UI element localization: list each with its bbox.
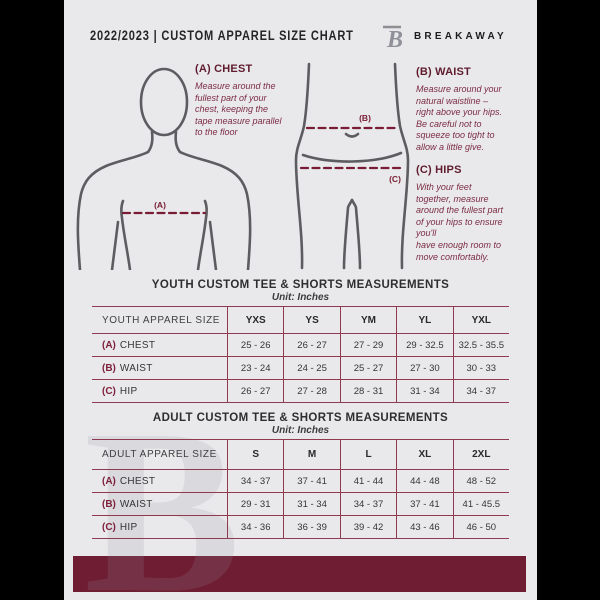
column-header: YXL xyxy=(452,307,509,333)
table-cell: 31 - 34 xyxy=(396,380,452,402)
column-header: L xyxy=(339,440,396,469)
chest-measure-figure: (A) xyxy=(76,67,252,270)
table-cell: 48 - 52 xyxy=(452,470,509,492)
table-cell: 34 - 37 xyxy=(227,470,283,492)
table-cell: 27 - 29 xyxy=(339,334,396,356)
adult-table-header-row: ADULT APPAREL SIZE S M L XL 2XL xyxy=(92,439,509,469)
table-cell: 46 - 50 xyxy=(452,516,509,538)
row-label: (A) CHEST xyxy=(102,339,156,351)
waist-instruction: (B) WAIST Measure around your natural wa… xyxy=(416,66,537,154)
table-cell: 23 - 24 xyxy=(227,357,283,379)
table-cell: 37 - 41 xyxy=(283,470,339,492)
svg-text:B: B xyxy=(386,27,403,52)
table-cell: 25 - 27 xyxy=(339,357,396,379)
table-cell: 34 - 36 xyxy=(227,516,283,538)
row-label: (B) WAIST xyxy=(102,498,153,510)
table-cell: 41 - 44 xyxy=(339,470,396,492)
youth-table-unit: Unit: Inches xyxy=(271,292,330,303)
adult-table-unit: Unit: Inches xyxy=(271,425,330,436)
column-header: YS xyxy=(283,307,339,333)
hip-line-label: (C) xyxy=(389,174,401,184)
table-row-waist: (B) WAIST 29 - 31 31 - 34 34 - 37 37 - 41… xyxy=(92,492,509,515)
youth-size-table: YOUTH APPAREL SIZE YXS YS YM YL YXL (A) C… xyxy=(92,306,509,403)
column-header: YM xyxy=(339,307,396,333)
table-cell: 24 - 25 xyxy=(283,357,339,379)
chest-instruction-heading: (A) CHEST xyxy=(195,63,253,75)
column-header: YOUTH APPAREL SIZE xyxy=(102,314,221,326)
breakaway-logo-icon: B xyxy=(383,25,403,52)
row-label: (C) HIP xyxy=(102,385,138,397)
table-cell: 44 - 48 xyxy=(396,470,452,492)
column-header: XL xyxy=(396,440,452,469)
page-title: 2022/2023 | CUSTOM APPAREL SIZE CHART xyxy=(90,28,354,43)
adult-table-title: ADULT CUSTOM TEE & SHORTS MEASUREMENTS xyxy=(152,412,449,424)
waist-line-label: (B) xyxy=(359,113,371,123)
adult-size-table: ADULT APPAREL SIZE S M L XL 2XL (A) CHEST… xyxy=(92,439,509,539)
table-cell: 34 - 37 xyxy=(452,380,509,402)
hips-instruction-heading: (C) HIPS xyxy=(416,164,462,176)
size-chart-page: 2022/2023 | CUSTOM APPAREL SIZE CHART B … xyxy=(64,0,537,600)
table-row-waist: (B) WAIST 23 - 24 24 - 25 25 - 27 27 - 30… xyxy=(92,356,509,379)
table-cell: 25 - 26 xyxy=(227,334,283,356)
table-cell: 32.5 - 35.5 xyxy=(452,334,509,356)
hips-instruction-text: With your feet together, measure around … xyxy=(416,182,504,262)
table-cell: 34 - 37 xyxy=(339,493,396,515)
table-cell: 30 - 33 xyxy=(452,357,509,379)
table-cell: 37 - 41 xyxy=(396,493,452,515)
table-cell: 31 - 34 xyxy=(283,493,339,515)
row-label: (B) WAIST xyxy=(102,362,153,374)
table-cell: 29 - 32.5 xyxy=(396,334,452,356)
chest-instruction: (A) CHEST Measure around the fullest par… xyxy=(195,63,313,139)
waist-instruction-text: Measure around your natural waistline – … xyxy=(416,84,503,152)
table-cell: 39 - 42 xyxy=(339,516,396,538)
chest-instruction-text: Measure around the fullest part of your … xyxy=(195,81,282,138)
table-cell: 41 - 45.5 xyxy=(452,493,509,515)
brand-name: BREAKAWAY xyxy=(414,31,507,42)
table-cell: 26 - 27 xyxy=(283,334,339,356)
table-cell: 26 - 27 xyxy=(227,380,283,402)
hips-instruction: (C) HIPS With your feet together, measur… xyxy=(416,164,537,263)
column-header: M xyxy=(283,440,339,469)
table-cell: 36 - 39 xyxy=(283,516,339,538)
table-cell: 28 - 31 xyxy=(339,380,396,402)
table-cell: 27 - 30 xyxy=(396,357,452,379)
table-cell: 43 - 46 xyxy=(396,516,452,538)
table-cell: 27 - 28 xyxy=(283,380,339,402)
row-label: (C) HIP xyxy=(102,521,138,533)
row-label: (A) CHEST xyxy=(102,475,156,487)
column-header: S xyxy=(227,440,283,469)
column-header: ADULT APPAREL SIZE xyxy=(102,449,217,460)
table-row-hip: (C) HIP 26 - 27 27 - 28 28 - 31 31 - 34 3… xyxy=(92,379,509,402)
column-header: 2XL xyxy=(452,440,509,469)
youth-table-title: YOUTH CUSTOM TEE & SHORTS MEASUREMENTS xyxy=(151,279,450,291)
table-row-chest: (A) CHEST 25 - 26 26 - 27 27 - 29 29 - 32… xyxy=(92,333,509,356)
column-header: YL xyxy=(396,307,452,333)
youth-table-header-row: YOUTH APPAREL SIZE YXS YS YM YL YXL xyxy=(92,306,509,333)
column-header: YXS xyxy=(227,307,283,333)
table-cell: 29 - 31 xyxy=(227,493,283,515)
chest-line-label: (A) xyxy=(154,200,166,210)
footer-bar xyxy=(73,556,526,592)
waist-hip-measure-figure: (B) (C) xyxy=(294,62,410,270)
table-row-hip: (C) HIP 34 - 36 36 - 39 39 - 42 43 - 46 4… xyxy=(92,515,509,538)
waist-instruction-heading: (B) WAIST xyxy=(416,66,471,78)
table-row-chest: (A) CHEST 34 - 37 37 - 41 41 - 44 44 - 48… xyxy=(92,469,509,492)
